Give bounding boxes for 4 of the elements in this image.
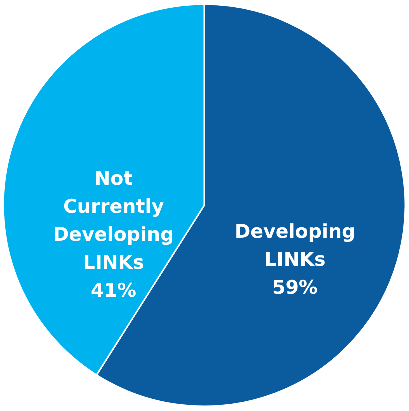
data-label: 41%: [91, 280, 137, 302]
slice-label: Not Currently Developing LINKs: [53, 168, 174, 274]
data-label: 59%: [272, 276, 318, 299]
slice-label: Developing LINKs: [234, 220, 356, 271]
